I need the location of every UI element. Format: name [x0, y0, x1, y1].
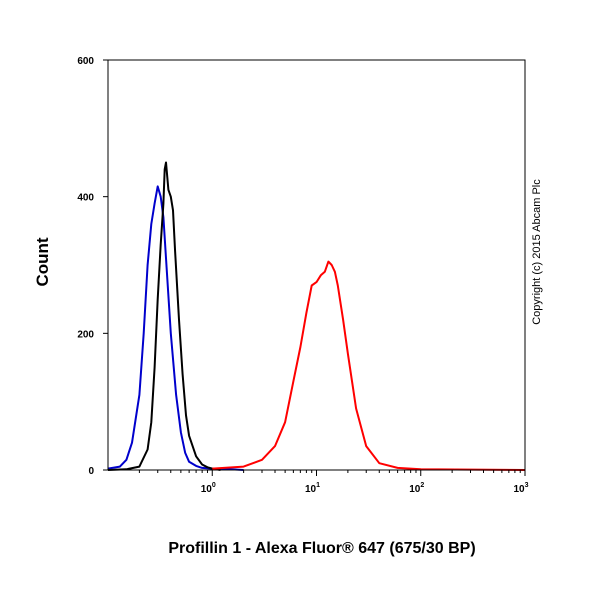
x-tick-label: 102 — [409, 482, 424, 495]
copyright-annotation: Copyright (c) 2015 Abcam Plc — [531, 179, 543, 325]
x-tick-label: 101 — [305, 482, 320, 495]
x-tick-label: 103 — [513, 482, 528, 495]
histogram-series-2 — [107, 161, 221, 471]
y-tick-label: 0 — [88, 466, 94, 477]
y-tick-label: 200 — [77, 329, 94, 340]
y-axis-ticks: 0 200 400 600 — [77, 56, 108, 477]
histogram-series-1 — [107, 185, 244, 471]
x-axis-title: Profillin 1 - Alexa Fluor® 647 (675/30 B… — [168, 540, 475, 557]
histogram-series-3 — [212, 260, 526, 471]
x-axis-ticks: 100 101 102 103 — [138, 470, 529, 495]
y-tick-label: 400 — [77, 193, 94, 204]
plot-frame — [107, 59, 526, 471]
series-layer — [107, 161, 526, 471]
y-tick-label: 600 — [77, 56, 94, 67]
x-tick-label: 100 — [201, 482, 216, 495]
y-axis-title: Count — [33, 237, 52, 286]
